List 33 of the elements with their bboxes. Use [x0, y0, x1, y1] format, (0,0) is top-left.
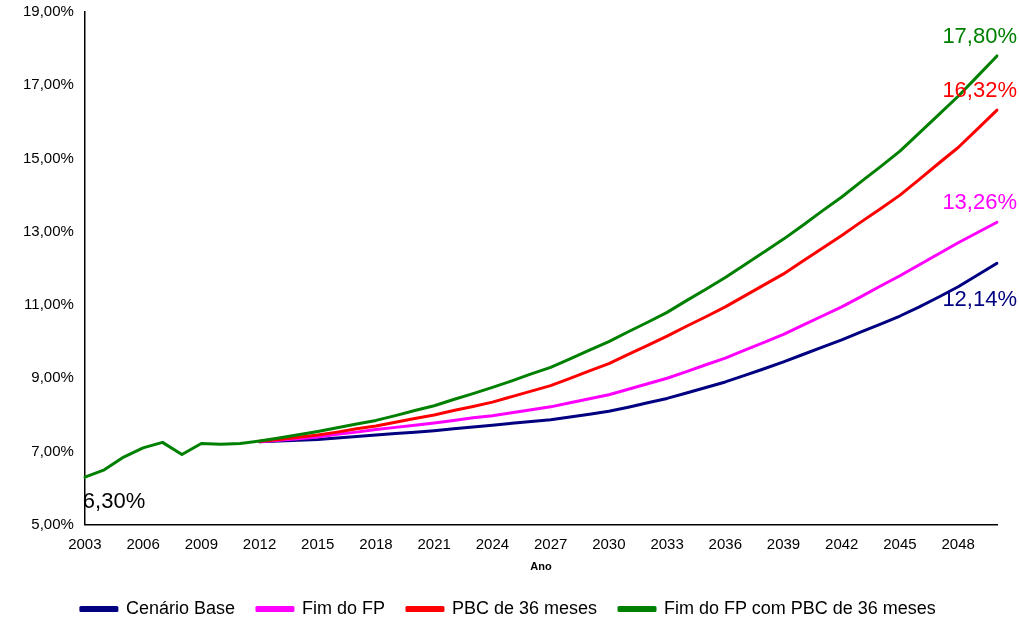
x-tick-label: 2027 [533, 534, 568, 552]
legend-label: Fim do FP com PBC de 36 meses [664, 597, 936, 618]
legend-label: Cenário Base [125, 597, 235, 618]
y-tick-label: 9,00% [31, 368, 74, 386]
x-tick-label: 2024 [475, 534, 510, 552]
x-tick-label: 2042 [825, 534, 859, 552]
x-tick-label: 2012 [242, 534, 277, 552]
x-tick-label: 2015 [301, 534, 335, 552]
legend-label: PBC de 36 meses [451, 597, 598, 618]
legend-label: Fim do FP [301, 597, 385, 618]
x-tick-label: 2021 [417, 534, 451, 552]
x-tick-label: 2003 [68, 534, 102, 552]
y-tick-label: 19,00% [23, 2, 74, 20]
y-tick-label: 7,00% [31, 441, 74, 459]
x-tick-label: 2030 [592, 534, 626, 552]
data-label: 13,26% [942, 189, 1017, 215]
x-tick-label: 2036 [708, 534, 742, 552]
data-label: 17,80% [942, 23, 1017, 49]
x-tick-label: 2045 [883, 534, 917, 552]
y-tick-label: 11,00% [24, 295, 74, 313]
x-axis-title: Ano [530, 560, 552, 573]
x-tick-label: 2018 [359, 534, 393, 552]
y-tick-label: 15,00% [23, 148, 74, 166]
x-tick-label: 2009 [184, 534, 218, 552]
x-tick-label: 2033 [650, 534, 684, 552]
data-label: 12,14% [942, 286, 1017, 312]
y-tick-label: 13,00% [23, 221, 74, 239]
x-tick-label: 2006 [126, 534, 160, 552]
annotation: 6,30% [82, 488, 146, 514]
x-tick-label: 2039 [766, 534, 801, 552]
x-tick-label: 2048 [941, 534, 975, 552]
y-tick-label: 5,00% [31, 514, 74, 532]
y-tick-label: 17,00% [23, 75, 74, 93]
